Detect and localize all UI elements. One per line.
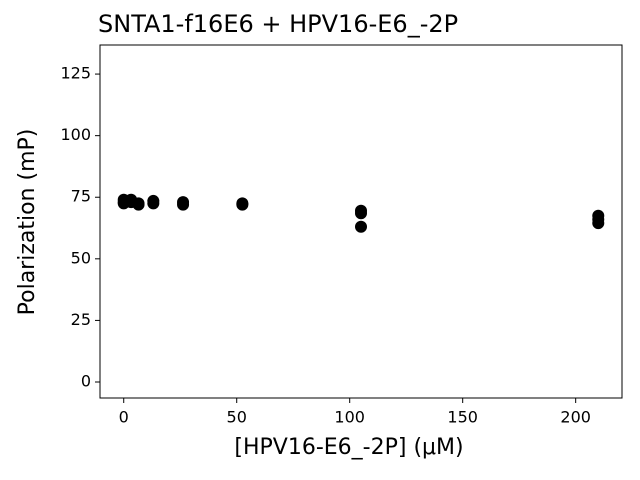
y-tick-label: 125 — [60, 64, 91, 83]
y-tick-label: 100 — [60, 125, 91, 144]
data-point — [592, 217, 605, 230]
data-point — [236, 198, 249, 211]
x-axis-label: [HPV16-E6_-2P] (μM) — [234, 435, 463, 460]
y-tick-label: 0 — [81, 371, 91, 390]
y-tick-label: 75 — [71, 187, 91, 206]
y-axis-label: Polarization (mP) — [15, 129, 40, 316]
data-point — [355, 220, 367, 233]
plot-frame — [99, 44, 623, 399]
x-tick-label: 100 — [334, 408, 365, 427]
y-tick-label: 25 — [71, 310, 91, 329]
x-tick-label: 50 — [227, 408, 247, 427]
x-tick-label: 200 — [560, 408, 591, 427]
data-point — [147, 197, 160, 210]
data-point — [355, 207, 367, 220]
y-tick-label: 50 — [71, 248, 91, 267]
chart-title: SNTA1-f16E6 + HPV16-E6_-2P — [98, 10, 458, 38]
data-point — [177, 198, 190, 211]
x-tick-label: 150 — [447, 408, 478, 427]
x-tick-label: 0 — [119, 408, 129, 427]
data-point — [132, 198, 145, 211]
